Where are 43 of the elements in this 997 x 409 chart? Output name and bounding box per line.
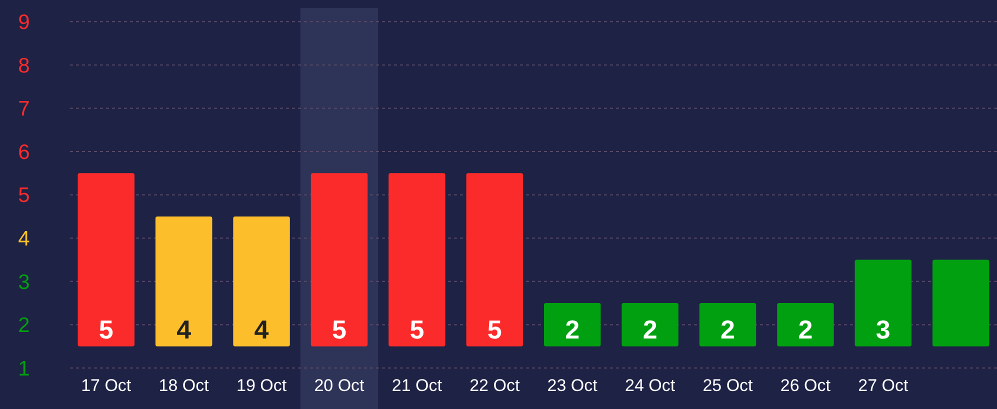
y-tick-label: 6: [18, 140, 30, 164]
bar: [388, 173, 446, 346]
bar: [854, 260, 912, 346]
data-label: 4: [254, 314, 270, 344]
data-label: 2: [642, 314, 658, 344]
x-tick-label: 23 Oct: [547, 376, 598, 395]
x-tick-label: 21 Oct: [392, 376, 442, 395]
bar: [78, 173, 134, 346]
bar: [932, 260, 990, 346]
x-tick-label: 22 Oct: [470, 376, 520, 395]
x-tick-label: 25 Oct: [702, 376, 754, 395]
x-tick-label: 17 Oct: [81, 376, 132, 395]
bar: [544, 303, 601, 346]
y-tick-label: 7: [18, 98, 30, 121]
bar: [233, 216, 290, 346]
x-tick-label: 26 Oct: [780, 376, 831, 395]
bar: [699, 303, 756, 346]
y-tick-label: 3: [18, 270, 30, 294]
y-tick-label: 2: [18, 314, 30, 338]
x-tick-label: 20 Oct: [314, 376, 365, 395]
y-tick-label: 4: [18, 227, 30, 250]
bar: [155, 216, 212, 346]
x-tick-label: 24 Oct: [625, 376, 676, 395]
data-label: 3: [876, 314, 890, 344]
data-label: 5: [487, 314, 502, 344]
data-label: 4: [176, 314, 192, 344]
bar: [466, 173, 524, 346]
data-label: 2: [720, 314, 735, 344]
x-tick-label: 19 Oct: [236, 376, 287, 395]
x-tick-label: 27 Oct: [858, 376, 908, 395]
bar: [310, 173, 368, 346]
data-label: 5: [410, 314, 424, 344]
data-label: 2: [798, 314, 813, 344]
y-tick-label: 8: [18, 54, 30, 78]
data-label: 5: [332, 314, 346, 344]
y-tick-label: 5: [18, 184, 30, 208]
bar: [622, 303, 678, 346]
data-label: 5: [98, 314, 114, 344]
data-label: 2: [565, 314, 580, 344]
x-tick-label: 18 Oct: [158, 376, 210, 395]
bar: [777, 303, 834, 346]
y-tick-label: 1: [18, 357, 30, 380]
y-tick-label: 9: [18, 10, 30, 34]
